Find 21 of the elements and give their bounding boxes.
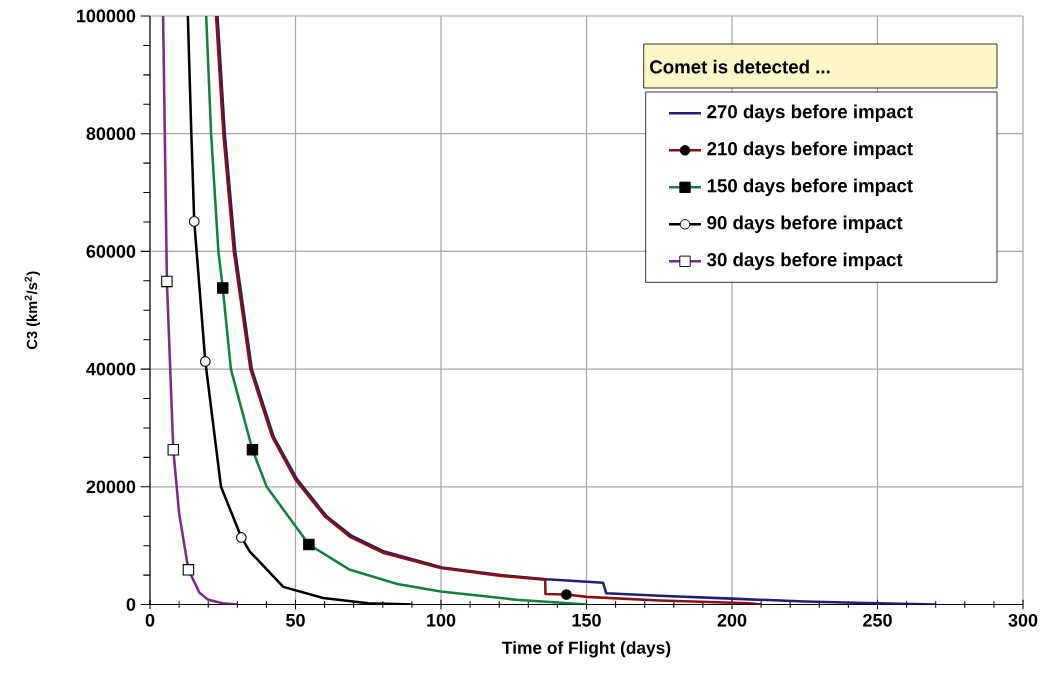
legend-label: 210 days before impact [707,141,913,160]
legend-label: 90 days before impact [707,215,903,234]
x-tick-label: 50 [286,613,305,627]
legend-label: 150 days before impact [707,178,913,197]
y-tick-label: 100000 [77,9,136,23]
y-tick-label: 80000 [86,127,136,141]
legend-title: Comet is detected ... [650,59,830,74]
x-tick-label: 250 [863,613,892,627]
x-tick-label: 100 [427,613,456,627]
legend-label: 30 days before impact [707,252,903,271]
legend-label: 270 days before impact [707,104,913,123]
y-tick-label: 60000 [86,245,136,258]
x-tick-label: 0 [145,613,155,627]
y-tick-label: 0 [126,598,136,611]
x-tick-label: 150 [572,613,601,627]
y-tick-label: 20000 [86,480,136,494]
y-axis-title: C3 (km$^{2}$/s$^{2}$) [24,271,41,350]
y-tick-label: 40000 [86,362,136,376]
x-axis-title: Time of Flight (days) [502,641,671,658]
x-tick-label: 200 [717,613,747,627]
x-tick-label: 300 [1008,613,1038,627]
